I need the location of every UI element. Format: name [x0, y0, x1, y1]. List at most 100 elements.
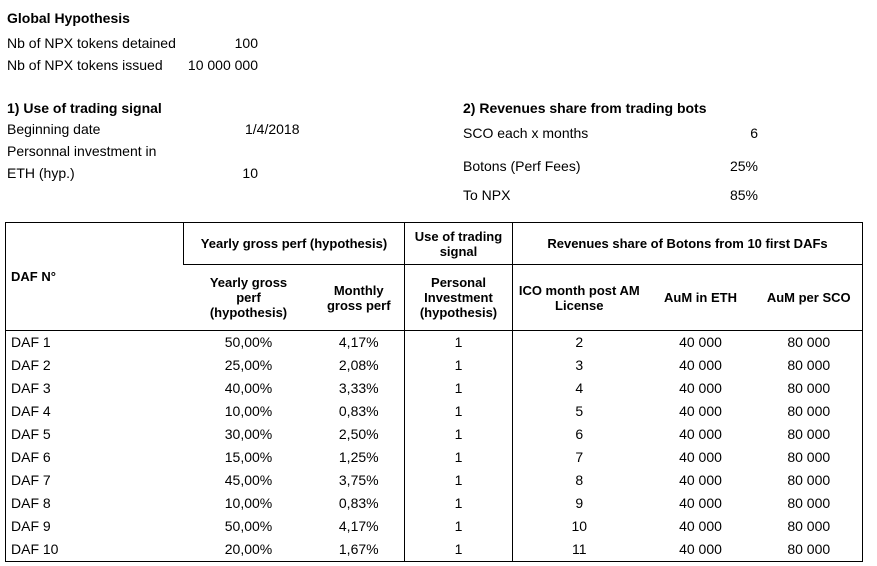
cell-ico-month: 5: [512, 400, 646, 423]
cell-yearly-perf: 45,00%: [224, 472, 273, 488]
personal-investment-value: 10: [242, 165, 258, 181]
tokens-issued-label: Nb of NPX tokens issued: [7, 57, 163, 73]
cell-yearly-perf: 30,00%: [224, 426, 273, 442]
sco-months-row: SCO each x months 6: [463, 122, 758, 144]
daf-table-container: DAF N° Yearly gross perf (hypothesis) Us…: [5, 222, 863, 562]
cell-aum-sco: 80 000: [787, 472, 831, 488]
cell-aum-eth: 40 000: [679, 541, 722, 557]
global-hypothesis-section: Global Hypothesis Nb of NPX tokens detai…: [7, 8, 258, 76]
cell-personal-investment: 1: [404, 469, 513, 492]
to-npx-row: To NPX 85%: [463, 184, 758, 206]
cell-yearly-perf: 50,00%: [224, 518, 273, 534]
cell-aum-eth: 40 000: [679, 403, 722, 419]
header-personal-investment: Personal Investment (hypothesis): [404, 264, 513, 331]
tokens-detained-value: 100: [234, 35, 258, 51]
cell-aum-eth: 40 000: [679, 380, 722, 396]
cell-aum-sco: 80 000: [787, 380, 831, 396]
cell-monthly-perf: 0,83%: [338, 403, 379, 419]
to-npx-label: To NPX: [463, 187, 511, 203]
personal-investment-row: Personnal investment in ETH (hyp.) 10: [7, 140, 258, 184]
cell-aum-sco: 80 000: [787, 495, 831, 511]
cell-monthly-perf: 1,67%: [338, 541, 379, 557]
botons-perf-fees-value: 25%: [729, 158, 758, 174]
cell-aum-sco: 80 000: [787, 449, 831, 465]
cell-aum-sco: 80 000: [787, 541, 831, 557]
cell-personal-investment: 1: [404, 354, 513, 377]
cell-ico-month: 2: [512, 330, 646, 354]
cell-ico-month: 11: [512, 538, 646, 562]
cell-aum-eth: 40 000: [679, 518, 722, 534]
cell-aum-sco: 80 000: [787, 518, 831, 534]
cell-aum-eth: 40 000: [679, 449, 722, 465]
table-row: DAF 1 50,00% 4,17% 1 2 40 000 80 000: [6, 330, 863, 354]
cell-daf-name: DAF 10: [11, 541, 59, 557]
to-npx-value: 85%: [729, 187, 758, 203]
header-group-trading-signal: Use of trading signal: [404, 222, 513, 265]
cell-ico-month: 3: [512, 354, 646, 377]
cell-personal-investment: 1: [404, 330, 513, 354]
cell-monthly-perf: 2,08%: [338, 357, 379, 373]
cell-daf-name: DAF 5: [11, 426, 51, 442]
tokens-detained-label: Nb of NPX tokens detained: [7, 35, 176, 51]
header-aum-in-eth: AuM in ETH: [645, 264, 756, 331]
table-header-group-row: DAF N° Yearly gross perf (hypothesis) Us…: [5, 222, 863, 331]
cell-aum-eth: 40 000: [679, 495, 722, 511]
cell-monthly-perf: 3,75%: [338, 472, 379, 488]
global-hypothesis-title: Global Hypothesis: [7, 10, 130, 26]
header-group-yearly-perf: Yearly gross perf (hypothesis): [183, 222, 405, 265]
cell-aum-sco: 80 000: [787, 403, 831, 419]
cell-personal-investment: 1: [404, 400, 513, 423]
cell-daf-name: DAF 7: [11, 472, 51, 488]
cell-aum-eth: 40 000: [679, 357, 722, 373]
personal-investment-label: Personnal investment in ETH (hyp.): [7, 143, 157, 181]
section2-title: 2) Revenues share from trading bots: [463, 100, 707, 116]
cell-aum-eth: 40 000: [679, 426, 722, 442]
botons-perf-fees-label: Botons (Perf Fees): [463, 158, 581, 174]
table-row: DAF 8 10,00% 0,83% 1 9 40 000 80 000: [6, 492, 863, 515]
cell-ico-month: 6: [512, 423, 646, 446]
table-row: DAF 5 30,00% 2,50% 1 6 40 000 80 000: [6, 423, 863, 446]
botons-perf-fees-row: Botons (Perf Fees) 25%: [463, 155, 758, 177]
cell-aum-eth: 40 000: [679, 334, 722, 350]
header-ico-month: ICO month post AM License: [512, 264, 646, 331]
cell-aum-sco: 80 000: [787, 334, 831, 350]
cell-personal-investment: 1: [404, 538, 513, 562]
cell-personal-investment: 1: [404, 515, 513, 538]
cell-daf-name: DAF 6: [11, 449, 51, 465]
use-of-trading-signal-section: 1) Use of trading signal Beginning date …: [7, 98, 300, 184]
cell-monthly-perf: 4,17%: [338, 518, 379, 534]
beginning-date-value: 1/4/2018: [245, 121, 300, 137]
cell-monthly-perf: 1,25%: [338, 449, 379, 465]
header-monthly-gross-perf: Monthly gross perf: [313, 264, 405, 331]
header-group-revenues-share: Revenues share of Botons from 10 first D…: [512, 222, 863, 265]
cell-daf-name: DAF 8: [11, 495, 51, 511]
table-row: DAF 6 15,00% 1,25% 1 7 40 000 80 000: [6, 446, 863, 469]
cell-daf-name: DAF 9: [11, 518, 51, 534]
table-row: DAF 10 20,00% 1,67% 1 11 40 000 80 000: [6, 538, 863, 562]
section1-title: 1) Use of trading signal: [7, 100, 162, 116]
header-aum-per-sco: AuM per SCO: [755, 264, 863, 331]
cell-daf-name: DAF 1: [11, 334, 51, 350]
cell-personal-investment: 1: [404, 492, 513, 515]
revenues-share-section: 2) Revenues share from trading bots SCO …: [463, 98, 758, 206]
header-daf-number: DAF N°: [5, 222, 184, 331]
sco-months-value: 6: [750, 125, 758, 141]
cell-ico-month: 4: [512, 377, 646, 400]
table-row: DAF 2 25,00% 2,08% 1 3 40 000 80 000: [6, 354, 863, 377]
tokens-detained-row: Nb of NPX tokens detained 100: [7, 32, 258, 54]
cell-daf-name: DAF 3: [11, 380, 51, 396]
cell-ico-month: 9: [512, 492, 646, 515]
cell-aum-sco: 80 000: [787, 426, 831, 442]
cell-yearly-perf: 20,00%: [224, 541, 273, 557]
cell-monthly-perf: 4,17%: [338, 334, 379, 350]
table-row: DAF 4 10,00% 0,83% 1 5 40 000 80 000: [6, 400, 863, 423]
cell-ico-month: 8: [512, 469, 646, 492]
cell-personal-investment: 1: [404, 377, 513, 400]
cell-yearly-perf: 25,00%: [224, 357, 273, 373]
beginning-date-row: Beginning date 1/4/2018: [7, 118, 300, 140]
cell-monthly-perf: 2,50%: [338, 426, 379, 442]
cell-aum-sco: 80 000: [787, 357, 831, 373]
table-row: DAF 3 40,00% 3,33% 1 4 40 000 80 000: [6, 377, 863, 400]
beginning-date-label: Beginning date: [7, 121, 101, 137]
